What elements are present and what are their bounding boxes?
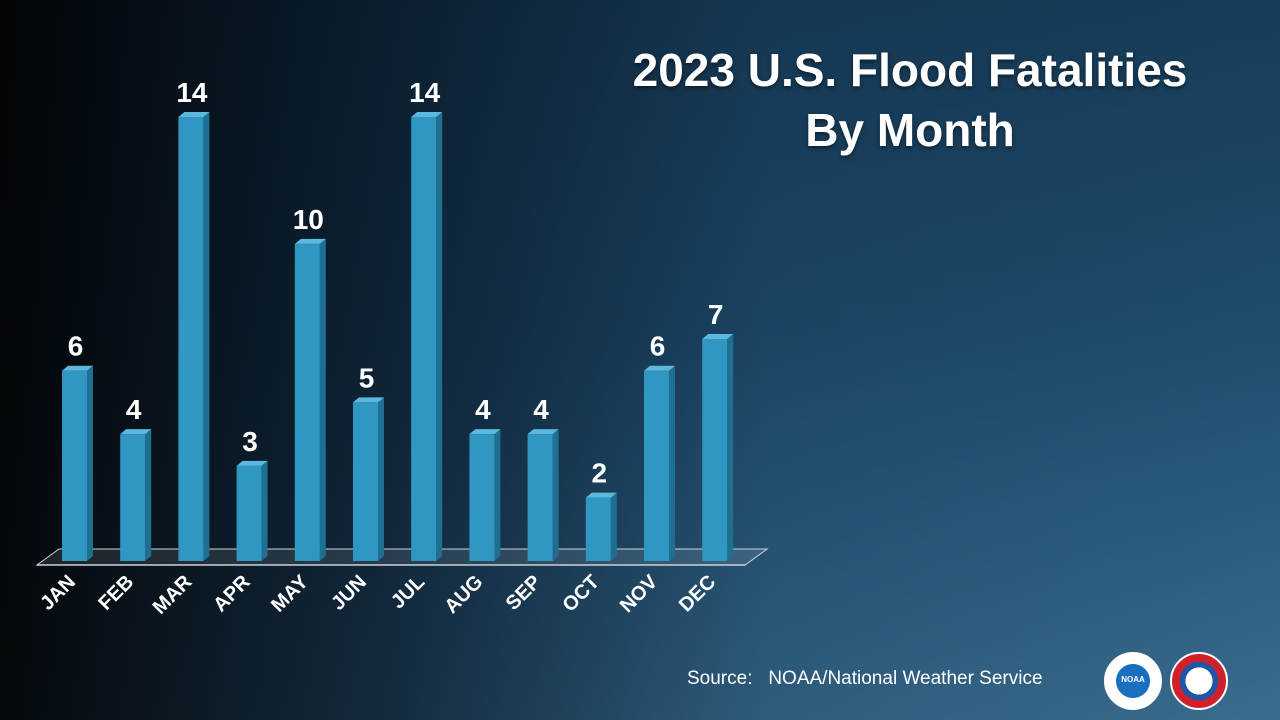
tick-label-mar: MAR xyxy=(149,571,197,619)
data-label-mar: 14 xyxy=(176,77,208,108)
bar-oct xyxy=(585,497,611,561)
bar-aug xyxy=(469,434,495,561)
bar-side-jan xyxy=(87,365,93,561)
bar-side-oct xyxy=(610,492,617,561)
tick-label-sep: SEP xyxy=(502,571,546,615)
bar-side-sep xyxy=(552,429,559,561)
noaa-logo: NOAA xyxy=(1104,652,1162,710)
title-line-2: By Month xyxy=(805,104,1015,156)
bar-side-feb xyxy=(145,429,152,561)
bar-top-mar xyxy=(178,112,210,117)
bar-apr xyxy=(236,465,262,561)
nws-logo xyxy=(1170,652,1228,710)
data-label-oct: 2 xyxy=(592,458,608,489)
bar-side-apr xyxy=(261,460,268,561)
bar-top-apr xyxy=(236,460,268,466)
bar-side-mar xyxy=(203,112,210,561)
bar-top-dec xyxy=(702,334,734,339)
bar-top-jan xyxy=(62,365,93,371)
source-credit: Source: NOAA/National Weather Service xyxy=(687,668,1043,690)
bar-side-dec xyxy=(727,334,734,561)
source-label: Source: xyxy=(687,668,753,689)
noaa-logo-text: NOAA xyxy=(1121,675,1145,684)
bar-side-aug xyxy=(494,429,501,561)
bar-side-jun xyxy=(378,397,384,561)
bar-top-feb xyxy=(120,429,152,435)
tick-label-jun: JUN xyxy=(327,571,371,615)
tick-label-jan: JAN xyxy=(36,571,80,615)
tick-label-may: MAY xyxy=(267,571,313,617)
data-label-jan: 6 xyxy=(68,331,84,362)
bar-dec xyxy=(702,339,728,561)
data-label-dec: 7 xyxy=(708,299,724,330)
bar-top-sep xyxy=(527,429,559,435)
bar-top-may xyxy=(294,238,326,244)
bar-jun xyxy=(353,402,378,561)
tick-label-dec: DEC xyxy=(675,571,720,616)
tick-label-nov: NOV xyxy=(616,571,663,618)
data-label-apr: 3 xyxy=(242,426,258,457)
source-text: NOAA/National Weather Service xyxy=(768,668,1043,689)
bar-may xyxy=(294,243,320,561)
bar-nov xyxy=(644,370,669,561)
bar-sep xyxy=(527,434,553,561)
bar-side-jul xyxy=(436,112,443,561)
bar-feb xyxy=(120,434,146,561)
tick-label-jul: JUL xyxy=(387,571,429,613)
bar-top-nov xyxy=(644,365,675,371)
data-label-jun: 5 xyxy=(359,362,375,393)
data-label-jul: 14 xyxy=(409,77,441,108)
bar-side-nov xyxy=(669,365,675,561)
data-label-aug: 4 xyxy=(475,394,491,425)
tick-label-aug: AUG xyxy=(440,571,487,618)
bar-top-jul xyxy=(411,112,443,117)
bar-jan xyxy=(62,370,87,561)
bar-side-may xyxy=(319,238,326,561)
bar-jul xyxy=(411,117,437,561)
bar-top-jun xyxy=(353,397,384,403)
tick-label-feb: FEB xyxy=(94,571,138,615)
title-line-1: 2023 U.S. Flood Fatalities xyxy=(632,44,1188,96)
tick-label-apr: APR xyxy=(209,571,255,617)
bar-top-aug xyxy=(469,429,501,435)
data-label-nov: 6 xyxy=(650,331,666,362)
bar-mar xyxy=(178,117,204,561)
data-label-feb: 4 xyxy=(126,394,142,425)
data-label-sep: 4 xyxy=(533,394,549,425)
tick-label-oct: OCT xyxy=(558,571,603,616)
chart-title: 2023 U.S. Flood Fatalities By Month xyxy=(560,40,1260,160)
data-label-may: 10 xyxy=(293,204,324,235)
bar-top-oct xyxy=(585,492,617,498)
